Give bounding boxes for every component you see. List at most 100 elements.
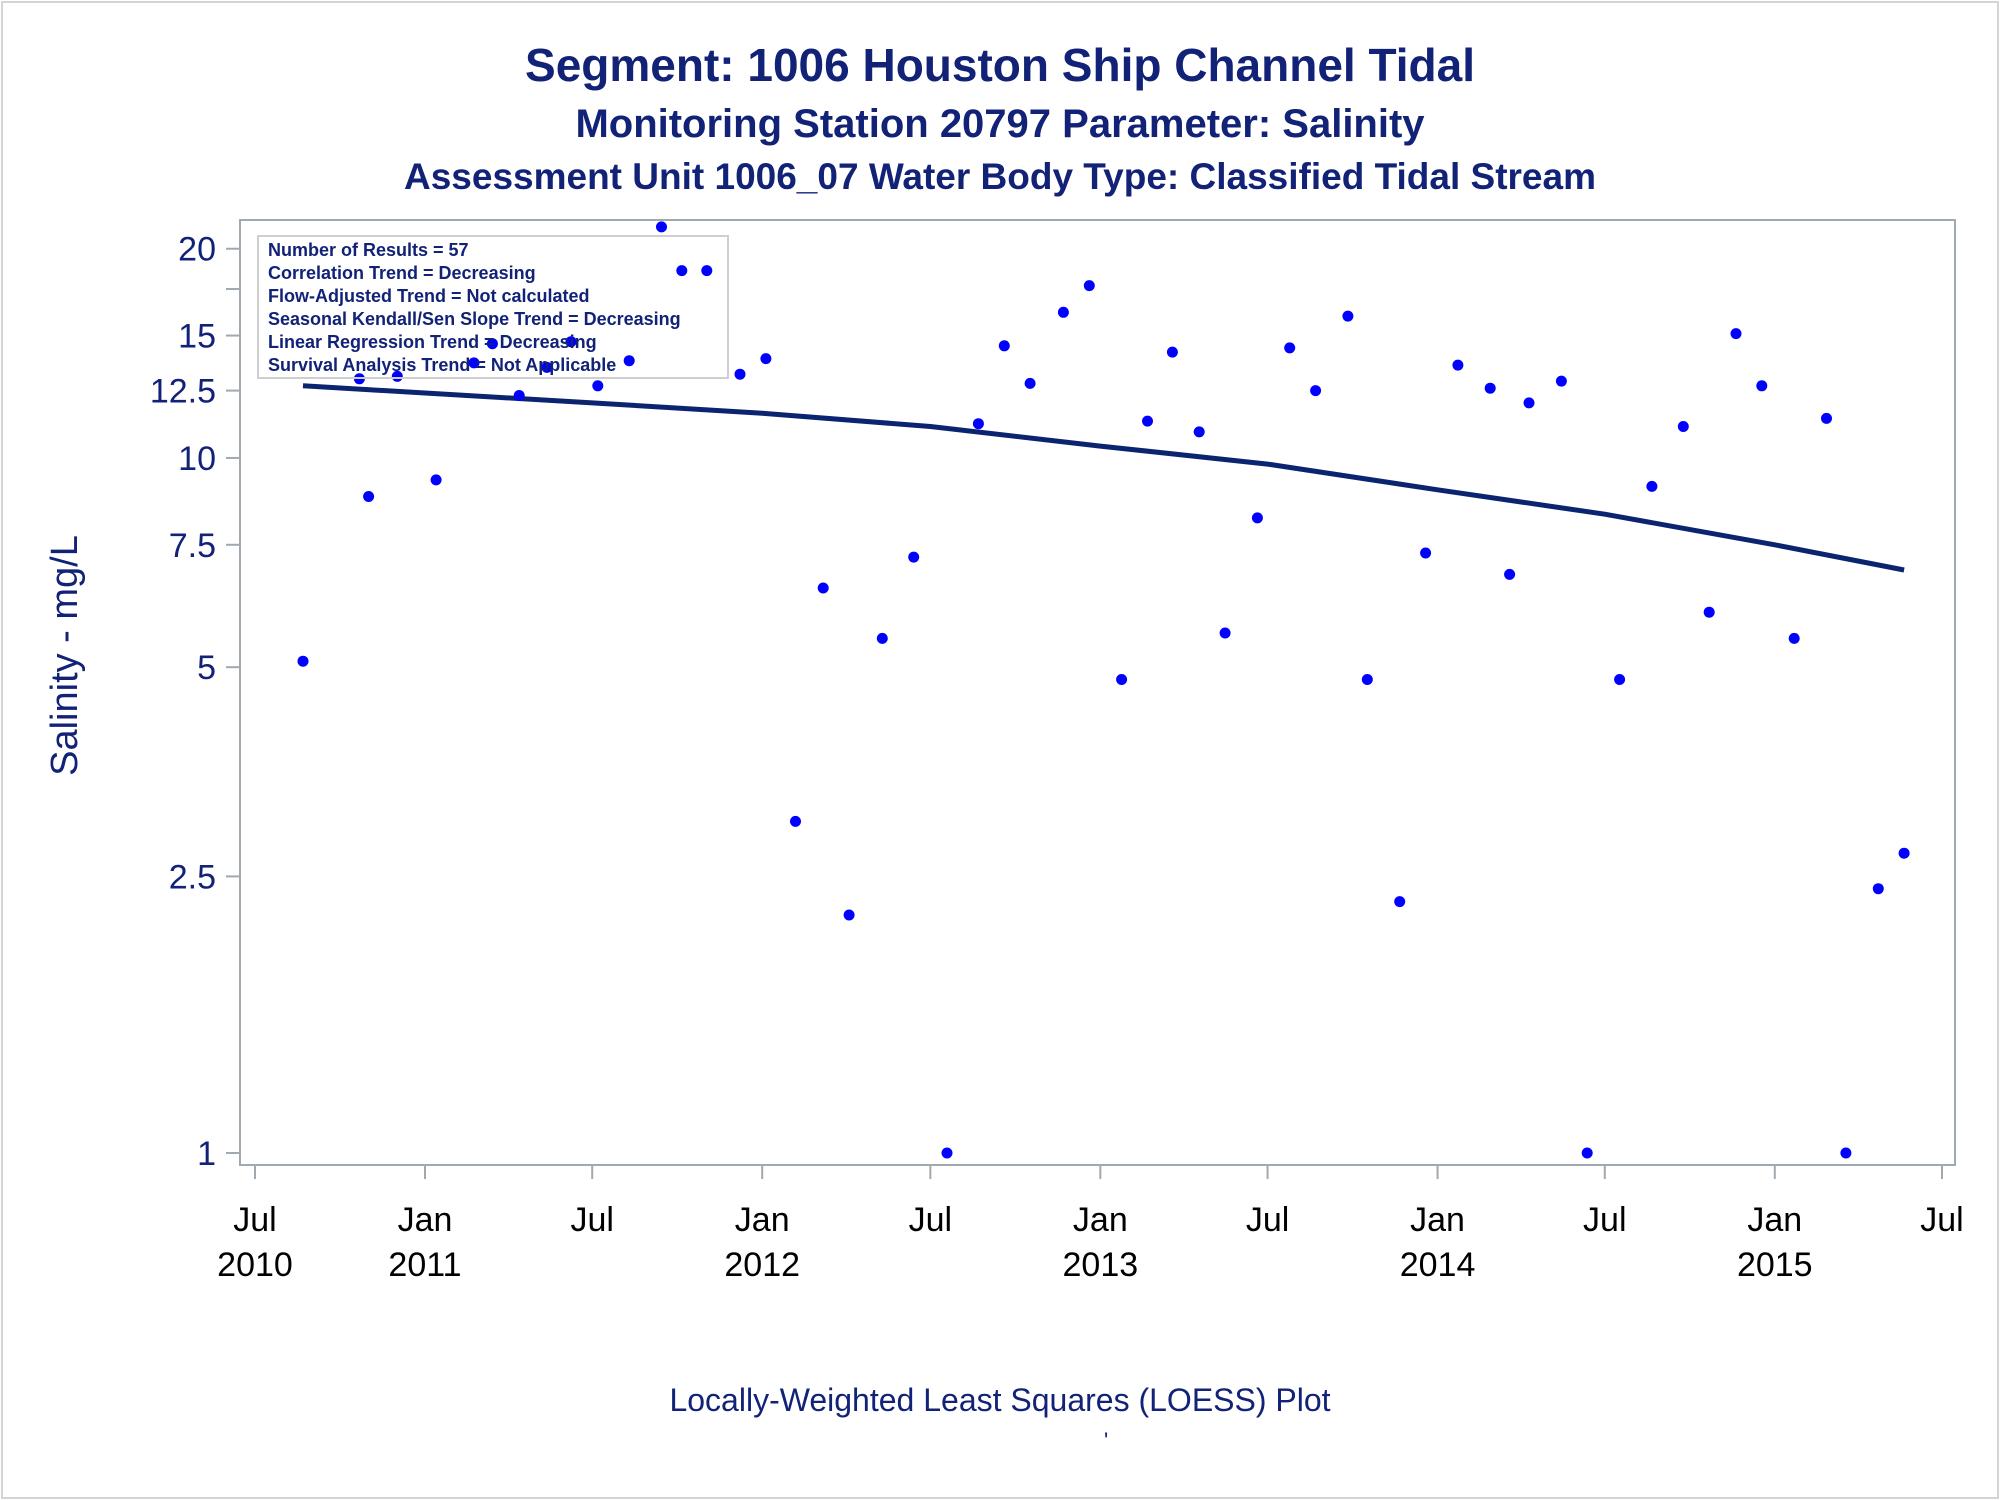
- data-point: [1703, 606, 1715, 618]
- chart-subtitle-station: Monitoring Station 20797 Parameter: Sali…: [575, 102, 1425, 146]
- y-tick-label: 12.5: [150, 373, 216, 411]
- data-point: [1788, 632, 1800, 644]
- y-tick-label: 1: [197, 1135, 216, 1173]
- data-point: [1840, 1147, 1852, 1159]
- y-tick-label: 10: [178, 440, 216, 478]
- data-point: [676, 265, 688, 277]
- data-point: [1142, 415, 1153, 427]
- data-point: [1219, 627, 1231, 639]
- data-point: [1504, 568, 1516, 580]
- data-point: [468, 357, 480, 369]
- data-point: [817, 582, 829, 594]
- data-point: [541, 361, 553, 373]
- data-point: [565, 336, 577, 348]
- data-point: [1251, 512, 1263, 524]
- chart-title: Segment: 1006 Houston Ship Channel Tidal: [525, 39, 1475, 91]
- chart-subtitle-assessment: Assessment Unit 1006_07 Water Body Type:…: [404, 156, 1596, 197]
- y-tick-label: 15: [178, 318, 216, 356]
- data-point: [1193, 426, 1205, 438]
- points-layer: [297, 221, 1910, 1159]
- x-tick-label-year: 2012: [724, 1246, 800, 1284]
- data-point: [1756, 380, 1768, 392]
- data-point: [1284, 342, 1296, 354]
- x-tick-label-year: 2014: [1400, 1246, 1476, 1284]
- data-point: [391, 370, 403, 382]
- stats-line: Correlation Trend = Decreasing: [268, 263, 536, 283]
- data-point: [1821, 412, 1832, 424]
- x-tick-label-month: Jan: [1410, 1201, 1465, 1239]
- x-tick-label-month: Jul: [233, 1201, 276, 1239]
- data-point: [1452, 359, 1464, 371]
- x-tick-label-year: 2010: [217, 1246, 293, 1284]
- data-point: [998, 340, 1010, 352]
- data-point: [701, 265, 713, 277]
- stats-box-border: [257, 235, 729, 379]
- x-tick-label-month: Jul: [1920, 1201, 1963, 1239]
- data-point: [1166, 346, 1178, 358]
- data-point: [1116, 674, 1128, 685]
- data-point: [486, 338, 498, 350]
- loess-layer: [302, 383, 1905, 573]
- data-point: [656, 221, 667, 233]
- data-point: [1581, 1147, 1593, 1159]
- y-tick-label: 7.5: [169, 527, 216, 565]
- data-point: [430, 474, 442, 486]
- data-point: [1646, 480, 1658, 492]
- data-point: [908, 551, 920, 563]
- data-point: [1057, 306, 1069, 318]
- plot-area-frame: [239, 219, 1956, 1166]
- stats-line: Flow-Adjusted Trend = Not calculated: [268, 286, 590, 306]
- data-point: [513, 390, 525, 401]
- data-point: [1342, 310, 1354, 322]
- data-point: [1898, 847, 1910, 859]
- footnote-mark: ': [1104, 1428, 1109, 1453]
- stats-line: Number of Results = 57: [268, 240, 469, 260]
- x-tick-label-month: Jan: [735, 1201, 790, 1239]
- data-point: [1420, 547, 1432, 559]
- data-point: [1361, 674, 1373, 685]
- data-point: [1872, 883, 1884, 895]
- data-point: [1677, 421, 1689, 432]
- x-tick-label-month: Jul: [1246, 1201, 1289, 1239]
- x-tick-label-month: Jan: [398, 1201, 453, 1239]
- x-tick-label-year: 2015: [1737, 1246, 1813, 1284]
- data-point: [363, 491, 375, 502]
- data-point: [972, 418, 984, 430]
- y-tick-label: 2.5: [169, 858, 216, 896]
- data-point: [1310, 385, 1322, 397]
- stats-box: Number of Results = 57 Correlation Trend …: [257, 235, 729, 379]
- data-point: [941, 1147, 953, 1159]
- stats-line: Linear Regression Trend = Decreasing: [268, 332, 597, 352]
- x-tick-label-year: 2011: [388, 1246, 461, 1284]
- x-tick-label-month: Jan: [1073, 1201, 1128, 1239]
- data-point: [790, 815, 801, 827]
- data-point: [1555, 375, 1567, 387]
- data-point: [592, 380, 604, 392]
- x-tick-label-month: Jul: [1583, 1201, 1626, 1239]
- data-point: [734, 368, 746, 380]
- data-point: [843, 909, 855, 921]
- data-point: [760, 353, 772, 365]
- y-tick-label: 20: [178, 231, 216, 269]
- data-point: [1614, 674, 1626, 685]
- loess-trend-line: [302, 383, 1905, 573]
- x-tick-label-year: 2013: [1063, 1246, 1139, 1284]
- x-tick-label-month: Jul: [909, 1201, 952, 1239]
- stats-line: Seasonal Kendall/Sen Slope Trend = Decre…: [268, 309, 681, 329]
- data-point: [623, 355, 635, 367]
- data-point: [1523, 397, 1535, 409]
- data-point: [1083, 280, 1095, 292]
- data-point: [1394, 896, 1406, 908]
- data-point: [1024, 377, 1036, 389]
- plot-footnote: Locally-Weighted Least Squares (LOESS) P…: [669, 1382, 1331, 1418]
- data-point: [1484, 382, 1496, 394]
- x-tick-label-month: Jul: [570, 1201, 613, 1239]
- x-tick-label-month: Jan: [1747, 1201, 1802, 1239]
- data-point: [297, 655, 309, 667]
- y-tick-label: 5: [197, 649, 216, 687]
- data-point: [1730, 328, 1742, 340]
- data-point: [876, 632, 888, 644]
